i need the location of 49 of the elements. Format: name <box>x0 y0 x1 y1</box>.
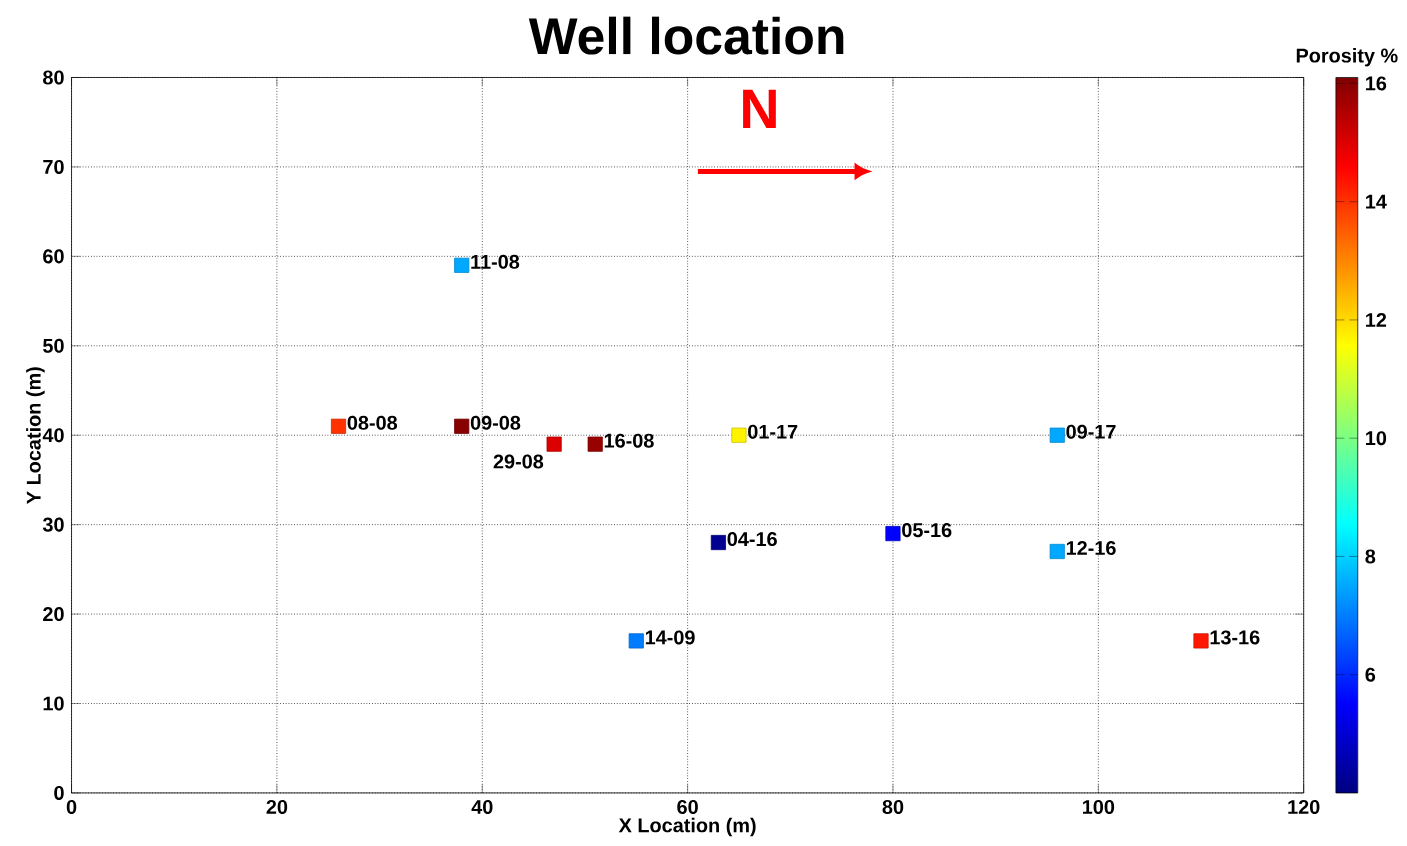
x-tick-label: 60 <box>677 800 698 815</box>
point <box>454 257 470 274</box>
annotation: 14-09 <box>645 630 695 645</box>
annotation: 08-08 <box>347 415 398 431</box>
y-tick-label: 0 <box>54 786 64 801</box>
annotation: 09-08 <box>470 415 521 431</box>
annotation: 11-08 <box>471 255 520 270</box>
color-bar-label: 16 <box>1366 76 1387 91</box>
x-tick-label: 80 <box>882 800 904 815</box>
point <box>546 436 562 452</box>
y-tick-label: 10 <box>43 696 64 711</box>
annotation: 01-17 <box>748 424 798 439</box>
point <box>454 418 470 435</box>
annotation: 13-16 <box>1210 630 1260 645</box>
point <box>710 535 726 551</box>
color-bar-label: 14 <box>1366 195 1387 209</box>
y-tick-label: 80 <box>43 70 64 85</box>
x-tick-label: 20 <box>266 800 288 815</box>
x-axis-title: X Location (m) <box>618 817 756 837</box>
y-tick-label: 50 <box>43 338 64 354</box>
x-tick-label: 100 <box>1082 800 1115 815</box>
point <box>628 633 644 649</box>
chart-title: Well location <box>528 16 844 55</box>
y-tick-label: 70 <box>43 160 64 175</box>
point <box>330 418 347 435</box>
y-tick-label: 30 <box>42 517 64 532</box>
color-bar-label: 10 <box>1366 431 1387 446</box>
color-bar-label: 8 <box>1365 549 1376 564</box>
annotation: 29-08 <box>493 454 544 469</box>
x-tick-label: 120 <box>1288 800 1320 815</box>
color-bar-label: 12 <box>1366 313 1387 328</box>
point <box>587 436 603 452</box>
point <box>1049 427 1065 443</box>
annotation: 09-17 <box>1066 424 1116 439</box>
x-tick-label: 0 <box>66 800 77 815</box>
color-bar-title: Porosity % <box>1296 48 1398 67</box>
annotation: N <box>743 89 776 129</box>
y-tick-label: 20 <box>43 607 64 622</box>
x-tick-label: 40 <box>471 800 493 815</box>
y-tick-label: 60 <box>43 249 64 264</box>
annotation: 16-08 <box>604 433 654 448</box>
color-bar-label: 6 <box>1365 667 1376 682</box>
annotation: 05-16 <box>902 523 952 538</box>
point <box>731 427 747 443</box>
point <box>1049 544 1065 560</box>
point <box>1193 633 1209 649</box>
point <box>885 526 901 542</box>
annotation: 12-16 <box>1066 541 1116 556</box>
annotation: 04-16 <box>727 532 777 547</box>
